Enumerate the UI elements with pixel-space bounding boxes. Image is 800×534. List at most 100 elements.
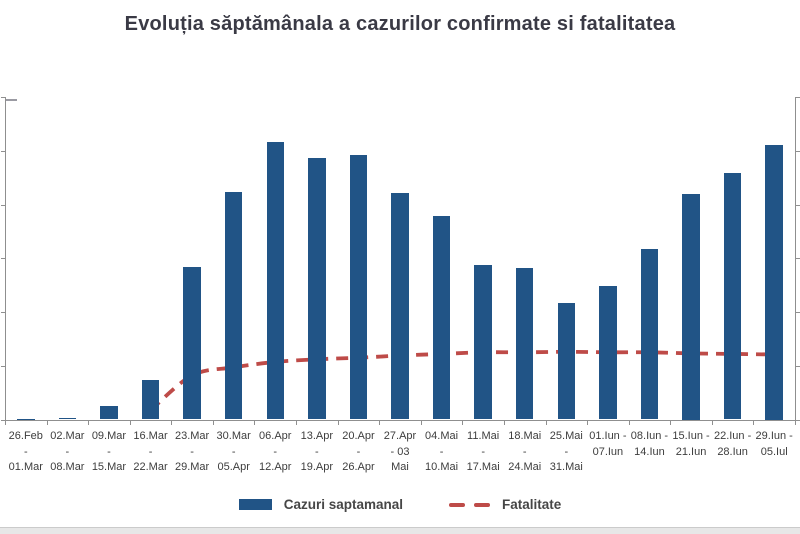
x-axis-label: 06.Apr - 12.Apr	[251, 429, 299, 476]
x-axis-label-line: 17.Mai	[466, 461, 500, 473]
x-axis-label: 26.Feb - 01.Mar	[2, 429, 50, 476]
x-axis-label: 09.Mar - 15.Mar	[85, 429, 133, 476]
y-axis-right-tick	[796, 258, 800, 260]
x-axis-tick	[420, 420, 422, 425]
x-axis-label-line: 21.Iun	[675, 445, 707, 458]
x-axis-label-line: 15.Mar	[91, 461, 127, 473]
bar	[308, 158, 326, 420]
bar	[557, 303, 576, 420]
y-axis-right-tick	[796, 419, 800, 421]
x-axis-label-line: 16.Mar	[133, 430, 168, 442]
bar	[100, 405, 118, 420]
bottom-edge-strip	[0, 527, 800, 534]
x-axis-label-line: 11.Mai	[467, 430, 500, 442]
x-axis-label-line: 05.Iul	[760, 445, 788, 458]
x-axis-tick	[129, 420, 131, 425]
x-axis-label: 27.Apr - 03 Mai	[376, 429, 424, 476]
x-axis-label-line: -	[439, 445, 444, 458]
x-axis-label-line: 26.Feb	[8, 430, 43, 442]
x-axis-label: 22.Iun - 28.Iun	[709, 429, 757, 460]
x-axis-label-line: 31.Mai	[549, 461, 583, 473]
x-axis-label-line: 01.Iun -	[589, 430, 627, 442]
x-axis-label-line: 04.Mai	[425, 430, 459, 442]
y-axis-tick	[1, 97, 5, 98]
x-axis-label-line: -	[522, 445, 527, 458]
x-axis-label-line: 14.Iun	[634, 445, 665, 458]
x-axis-label-line: -	[23, 445, 28, 458]
x-axis-label-line: 24.Mai	[508, 461, 542, 473]
x-axis-label-line: 10.Mai	[425, 461, 459, 473]
x-axis-label: 29.Iun - 05.Iul	[750, 429, 798, 460]
x-axis-label: 16.Mar - 22.Mar	[127, 429, 175, 476]
x-axis-label: 11.Mai - 17.Mai	[459, 429, 507, 476]
bar	[391, 192, 409, 420]
x-axis-label-line: -	[190, 445, 194, 458]
x-axis-label-line: 08.Iun -	[630, 430, 669, 442]
x-axis-tick	[5, 420, 6, 425]
x-axis-tick	[462, 420, 464, 425]
x-axis-tick	[670, 420, 672, 425]
chart-title: Evoluția săptămânala a cazurilor confirm…	[124, 13, 676, 35]
x-axis-tick	[711, 420, 713, 425]
y-axis-right-tick	[796, 97, 800, 98]
y-axis-top-serif	[6, 99, 17, 101]
x-axis-label-line: -	[315, 445, 319, 458]
x-axis-tick	[296, 420, 298, 425]
x-axis-tick	[88, 420, 90, 425]
x-axis-label-line: -	[356, 445, 361, 458]
x-axis-tick	[379, 420, 381, 425]
x-axis-label: 25.Mai - 31.Mai	[543, 429, 591, 476]
y-axis-tick	[1, 258, 5, 260]
x-axis-label-line: -	[65, 445, 70, 458]
x-axis-label: 04.Mai - 10.Mai	[418, 429, 466, 476]
x-axis-label-line: 13.Apr	[300, 430, 334, 442]
legend-cases-label: Cazuri saptamanal	[283, 497, 403, 512]
y-axis-right-tick	[796, 365, 800, 367]
x-axis-tick	[503, 420, 505, 425]
x-axis-label-line: 26.Apr	[342, 461, 375, 473]
x-axis-label-line: 02.Mar	[50, 430, 85, 442]
x-axis-label-line: 01.Mar	[8, 461, 43, 473]
bar	[17, 418, 35, 420]
bar	[266, 142, 284, 420]
x-axis-tick	[254, 420, 256, 425]
x-axis-label-line: 05.Apr	[217, 461, 250, 473]
x-axis-label-line: -	[148, 445, 153, 458]
y-axis-tick	[1, 365, 5, 367]
x-axis-label-line: 25.Mai	[549, 430, 583, 442]
x-axis-label: 23.Mar - 29.Mar	[168, 429, 216, 476]
x-axis-tick	[212, 420, 214, 425]
y-axis-tick	[1, 204, 5, 206]
x-axis-label: 02.Mar - 08.Mar	[44, 429, 92, 476]
y-axis-tick	[1, 150, 5, 152]
x-axis-label-line: -	[231, 445, 236, 458]
y-axis-right	[795, 97, 796, 420]
x-axis-tick	[337, 420, 339, 425]
bar	[58, 417, 77, 420]
x-axis-label-line: -	[564, 445, 569, 458]
x-axis-label: 08.Iun - 14.Iun	[626, 429, 674, 460]
y-axis-right-tick	[796, 150, 800, 152]
bar	[224, 192, 243, 420]
x-axis-tick	[795, 420, 796, 425]
legend-fatality-label: Fatalitate	[502, 497, 562, 512]
x-axis-label-line: 23.Mar	[174, 430, 210, 442]
x-axis-label-line: -	[273, 445, 278, 458]
x-axis-tick	[753, 420, 755, 425]
x-axis-label-line: -	[481, 445, 485, 458]
x-axis-label-line: 29.Mar	[174, 461, 210, 473]
x-axis-label: 01.Iun - 07.Iun	[584, 429, 632, 460]
x-axis-label-line: 22.Iun -	[713, 430, 752, 442]
x-axis-label: 18.Mai - 24.Mai	[501, 429, 549, 476]
y-axis-left	[5, 97, 6, 420]
x-axis-label: 15.Iun - 21.Iun	[667, 429, 715, 460]
x-axis	[5, 419, 796, 421]
x-axis-label-line: 20.Apr	[342, 430, 375, 442]
legend: Cazuri saptamanal Fatalitate	[0, 497, 800, 512]
x-axis-label: 20.Apr - 26.Apr	[335, 429, 383, 476]
x-axis-label-line: 30.Mar	[216, 430, 251, 442]
x-axis-label-line: 09.Mar	[91, 430, 127, 442]
x-axis-label-line: Mai	[391, 461, 409, 473]
legend-cases-swatch	[238, 499, 272, 510]
x-axis-label-line: 28.Iun	[717, 445, 748, 458]
